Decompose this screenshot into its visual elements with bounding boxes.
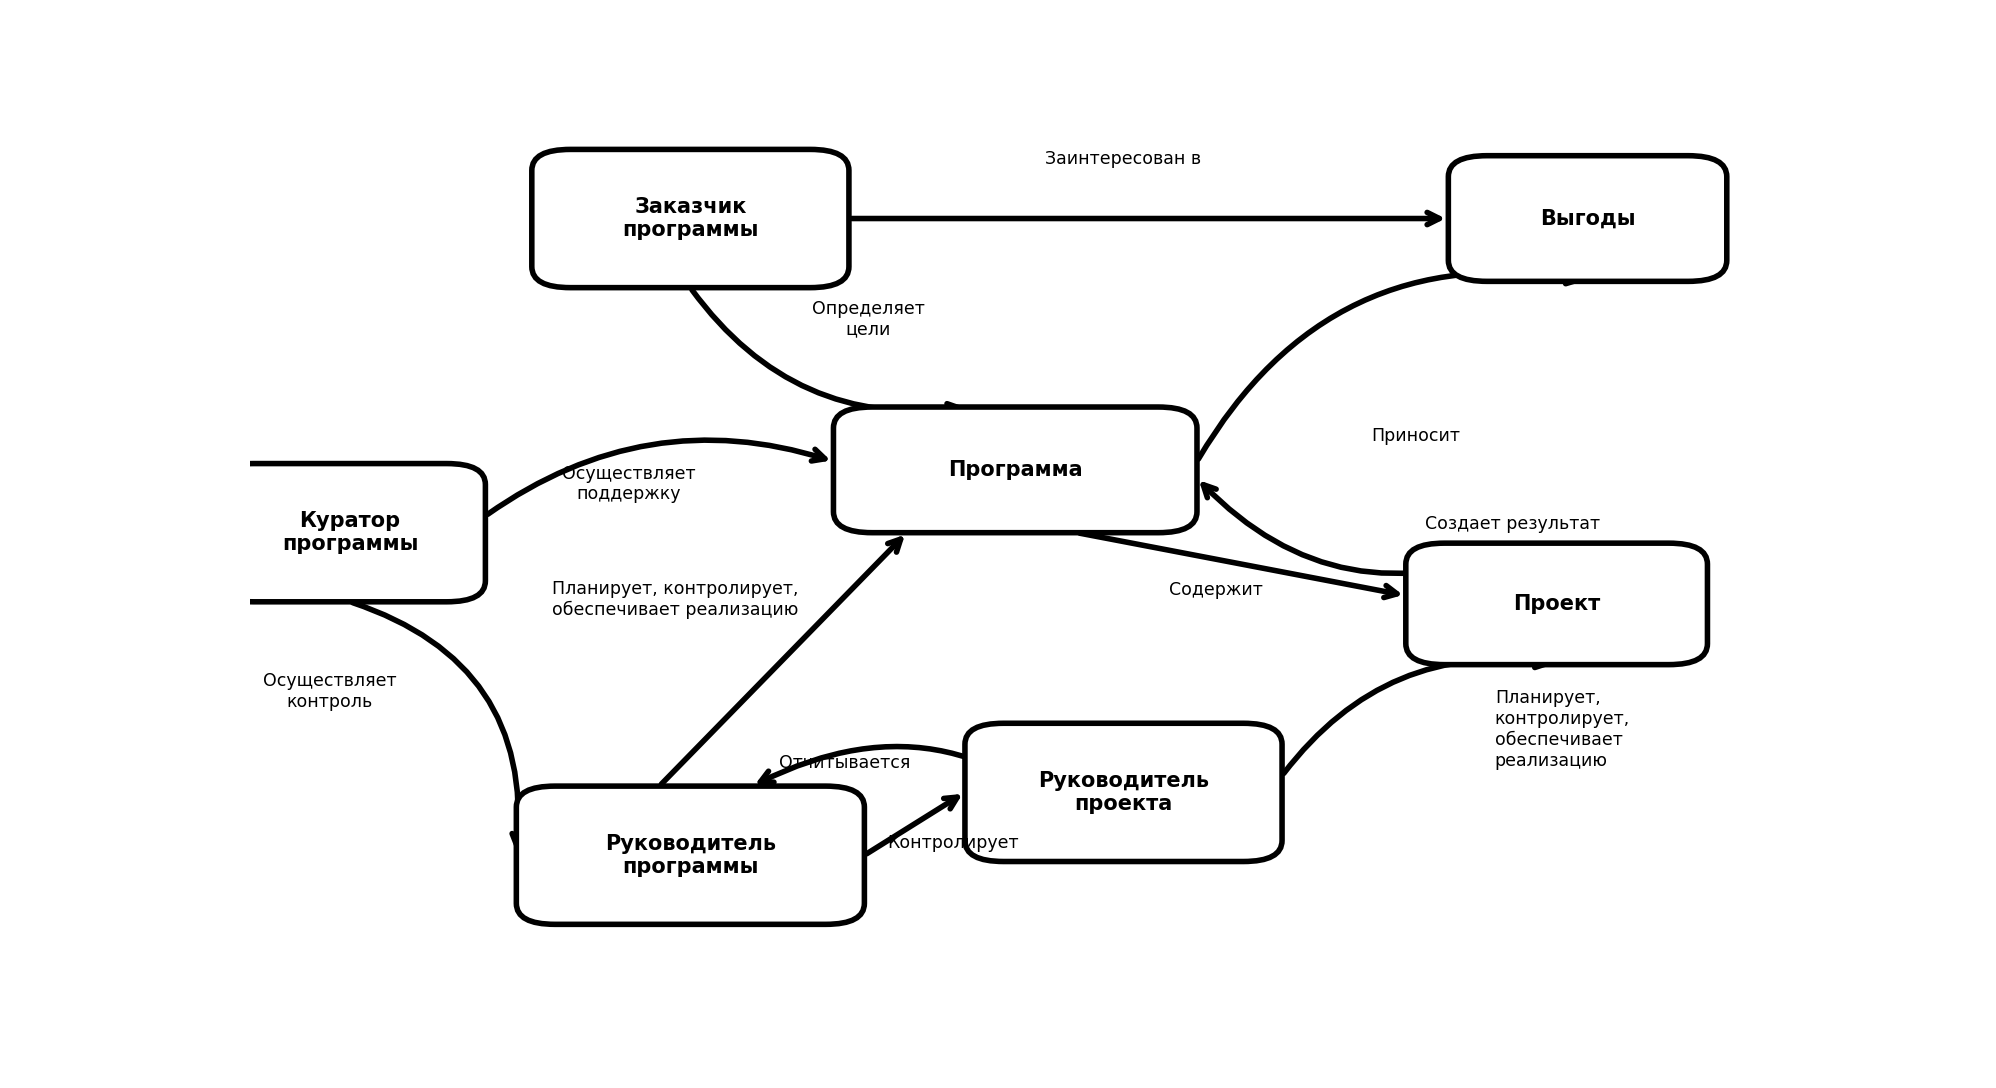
Text: Планирует, контролирует,
обеспечивает реализацию: Планирует, контролирует, обеспечивает ре… <box>551 580 798 619</box>
Text: Руководитель
проекта: Руководитель проекта <box>1038 770 1210 814</box>
FancyBboxPatch shape <box>1449 156 1727 282</box>
FancyBboxPatch shape <box>531 149 848 287</box>
Text: Содержит: Содержит <box>1170 581 1263 599</box>
Text: Создает результат: Создает результат <box>1425 516 1601 533</box>
Text: Руководитель
программы: Руководитель программы <box>605 833 776 877</box>
Text: Отчитывается: Отчитывается <box>778 754 910 772</box>
Text: Приносит: Приносит <box>1371 428 1459 445</box>
FancyBboxPatch shape <box>216 463 485 602</box>
FancyBboxPatch shape <box>1405 543 1707 665</box>
Text: Заинтересован в: Заинтересован в <box>1046 150 1202 169</box>
Text: Контролирует: Контролирует <box>888 834 1020 852</box>
Text: Планирует,
контролирует,
обеспечивает
реализацию: Планирует, контролирует, обеспечивает ре… <box>1495 690 1631 769</box>
Text: Определяет
цели: Определяет цели <box>812 299 924 338</box>
Text: Выгоды: Выгоды <box>1539 209 1635 228</box>
FancyBboxPatch shape <box>517 787 864 925</box>
Text: Заказчик
программы: Заказчик программы <box>623 197 758 240</box>
Text: Осуществляет
поддержку: Осуществляет поддержку <box>561 465 695 504</box>
Text: Куратор
программы: Куратор программы <box>281 511 419 554</box>
Text: Осуществляет
контроль: Осуществляет контроль <box>263 672 397 712</box>
FancyBboxPatch shape <box>834 407 1198 533</box>
FancyBboxPatch shape <box>964 724 1281 862</box>
Text: Программа: Программа <box>948 460 1082 480</box>
Text: Проект: Проект <box>1513 594 1601 614</box>
